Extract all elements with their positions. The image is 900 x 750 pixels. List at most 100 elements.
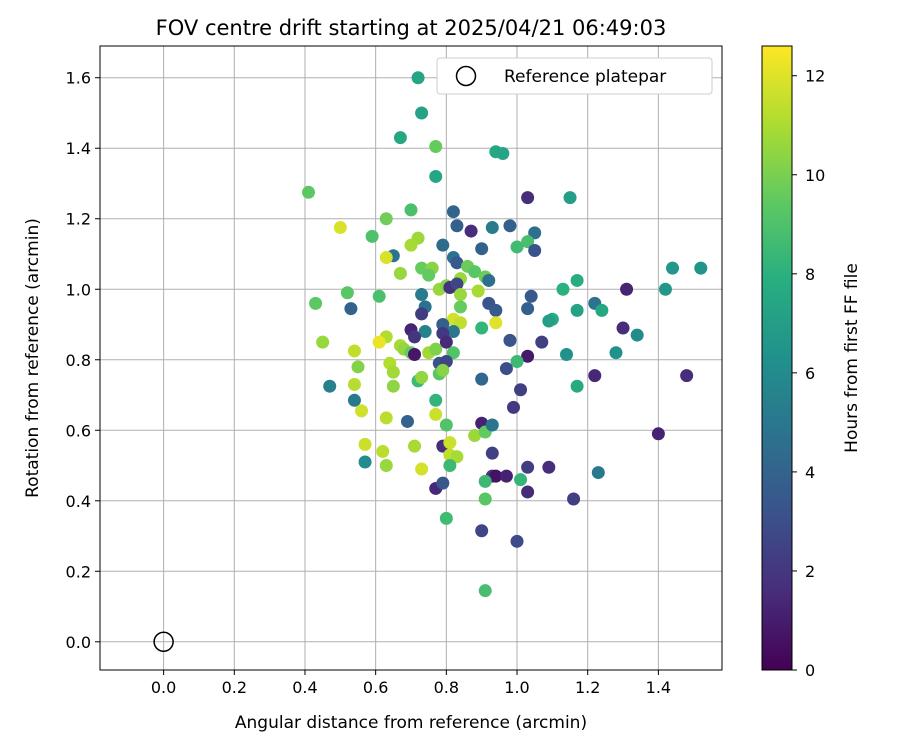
- scatter-point: [436, 238, 450, 252]
- colorbar-tick-label: 2: [805, 562, 815, 581]
- scatter-point: [521, 302, 535, 316]
- scatter-point: [379, 212, 393, 226]
- legend-box: [436, 57, 713, 95]
- scatter-point: [503, 219, 517, 233]
- scatter-point: [651, 427, 665, 441]
- scatter-point: [404, 203, 418, 217]
- scatter-point: [415, 288, 429, 302]
- scatter-point: [556, 282, 570, 296]
- scatter-point: [588, 369, 602, 383]
- scatter-point: [528, 243, 542, 257]
- scatter-point: [309, 296, 323, 310]
- scatter-point: [510, 240, 524, 254]
- scatter-point: [347, 377, 361, 391]
- scatter-point: [485, 418, 499, 432]
- scatter-point: [694, 261, 708, 275]
- scatter-point: [560, 347, 573, 361]
- scatter-point: [475, 372, 489, 386]
- scatter-point: [453, 288, 467, 302]
- scatter-point: [620, 282, 634, 296]
- scatter-point: [393, 266, 407, 280]
- scatter-point: [429, 139, 443, 153]
- scatter-point: [542, 314, 556, 328]
- legend: Reference platepar: [436, 57, 713, 95]
- scatter-point: [436, 476, 450, 490]
- scatter-point: [415, 106, 429, 120]
- y-tick-label: 1.6: [66, 69, 91, 88]
- y-axis-ticks: 0.0 0.2 0.4 0.6 0.8 1.0 1.2 1.4 1.6: [66, 69, 100, 652]
- scatter-point: [464, 224, 478, 238]
- scatter-point: [510, 534, 524, 548]
- scatter-point: [404, 238, 418, 252]
- scatter-point: [344, 302, 358, 316]
- scatter-point: [372, 289, 386, 303]
- scatter-point: [468, 429, 482, 443]
- scatter-point: [630, 328, 644, 342]
- scatter-point: [528, 226, 542, 240]
- scatter-point: [415, 462, 429, 476]
- colorbar-tick-label: 6: [805, 364, 815, 383]
- scatter-point: [443, 459, 457, 473]
- scatter-point: [340, 286, 354, 300]
- scatter-point: [323, 379, 337, 393]
- y-tick-label: 0.8: [66, 351, 91, 370]
- plot-frame: [99, 45, 723, 671]
- scatter-point: [376, 444, 390, 458]
- colorbar-ticks: 0 2 4 6 8 10 12: [792, 67, 825, 680]
- scatter-point: [666, 261, 680, 275]
- reference-marker: [153, 631, 174, 653]
- scatter-point: [482, 273, 496, 287]
- scatter-point: [379, 251, 393, 265]
- x-axis-label: Angular distance from reference (arcmin): [235, 713, 587, 733]
- scatter-point: [478, 584, 492, 598]
- scatter-point: [379, 411, 393, 425]
- scatter-point: [535, 335, 549, 349]
- scatter-point: [503, 333, 517, 347]
- x-tick-label: 0.0: [151, 678, 176, 697]
- scatter-point: [489, 303, 503, 317]
- scatter-point: [468, 265, 482, 279]
- scatter-point: [570, 379, 584, 393]
- scatter-point: [680, 369, 694, 383]
- scatter-point: [485, 446, 499, 460]
- scatter-point: [347, 393, 361, 407]
- scatter-point: [521, 349, 535, 363]
- scatter-point: [408, 330, 422, 344]
- scatter-point: [429, 342, 443, 356]
- scatter-point: [365, 229, 379, 243]
- scatter-point: [393, 131, 407, 145]
- scatter-point: [379, 459, 393, 473]
- colorbar-tick-label: 0: [805, 661, 815, 680]
- y-tick-label: 1.2: [66, 210, 91, 229]
- scatter-point: [616, 321, 630, 335]
- x-tick-label: 0.8: [434, 678, 459, 697]
- colorbar-tick-label: 12: [805, 67, 825, 86]
- colorbar-tick-label: 10: [805, 166, 825, 185]
- scatter-point: [415, 370, 429, 384]
- colorbar: [761, 45, 793, 671]
- scatter-point: [521, 235, 535, 249]
- x-axis-ticks: 0.0 0.2 0.4 0.6 0.8 1.0 1.2 1.4: [151, 670, 671, 697]
- scatter-point: [422, 268, 436, 282]
- scatter-point: [489, 469, 503, 483]
- scatter-point: [524, 289, 538, 303]
- y-axis-label: Rotation from reference (arcmin): [23, 218, 43, 498]
- scatter-point: [570, 273, 584, 287]
- chart-title: FOV centre drift starting at 2025/04/21 …: [156, 16, 667, 40]
- scatter-point: [446, 346, 460, 360]
- scatter-point: [485, 221, 499, 235]
- scatter-point: [570, 303, 584, 317]
- scatter-point: [595, 303, 609, 317]
- scatter-point: [408, 439, 422, 453]
- scatter-point: [436, 363, 450, 377]
- scatter-point: [521, 485, 535, 499]
- scatter-point: [475, 524, 489, 538]
- y-tick-label: 0.0: [66, 633, 91, 652]
- scatter-point: [411, 71, 425, 85]
- scatter-point: [450, 450, 464, 464]
- scatter-point: [478, 474, 492, 488]
- scatter-point: [429, 407, 443, 421]
- scatter-point: [542, 460, 556, 474]
- y-tick-label: 0.4: [66, 492, 91, 511]
